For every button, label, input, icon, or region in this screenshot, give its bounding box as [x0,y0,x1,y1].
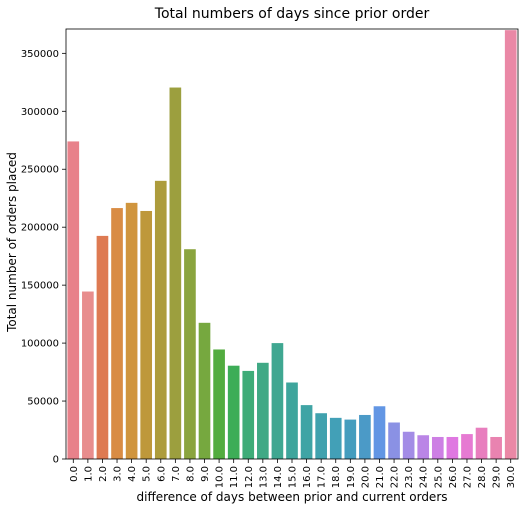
bar-2.0 [96,235,109,459]
bar-7.0 [169,87,182,459]
bar-14.0 [271,343,284,459]
bar-9.0 [198,322,211,459]
y-tick-label: 200000 [21,223,59,234]
x-tick-label: 1.0 [83,466,94,482]
x-tick-label: 15.0 [288,466,299,488]
bar-12.0 [242,370,255,459]
x-tick-label: 24.0 [419,466,430,488]
x-tick-label: 18.0 [331,466,342,488]
bar-15.0 [286,382,298,459]
x-tick-label: 19.0 [346,466,357,488]
x-tick-label: 28.0 [477,466,488,488]
bar-22.0 [388,422,400,459]
y-tick-label: 50000 [27,397,59,408]
y-tick-label: 150000 [21,281,59,292]
bar-25.0 [431,436,444,459]
x-axis-ticks: 0.0 1.0 2.0 3.0 4.0 5.0 6.0 7.0 8.0 9.0 10.0 11.0 12… [69,459,517,488]
bar-20.0 [359,414,371,459]
bar-3.0 [111,208,123,459]
y-tick-label: 300000 [21,107,59,118]
bar-26.0 [446,436,459,459]
x-tick-label: 4.0 [127,466,138,482]
bar-30.0 [504,30,517,459]
bar-5.0 [140,210,153,459]
x-tick-label: 0.0 [69,466,80,482]
x-tick-label: 27.0 [462,466,473,488]
y-axis-label: Total number of orders placed [5,152,19,333]
bar-23.0 [402,431,415,459]
bar-4.0 [125,202,138,459]
y-tick-label: 0 [53,455,59,466]
bar-1.0 [82,291,94,459]
y-tick-label: 350000 [21,49,59,60]
bar-11.0 [227,365,240,459]
x-tick-label: 3.0 [113,466,124,482]
x-tick-label: 23.0 [404,466,415,488]
x-tick-label: 30.0 [506,466,517,488]
x-tick-label: 9.0 [200,466,211,482]
x-tick-label: 13.0 [258,466,269,488]
x-tick-label: 8.0 [185,466,196,482]
bar-27.0 [461,434,473,459]
y-tick-label: 100000 [21,339,59,350]
bar-29.0 [490,436,502,459]
bars-group [67,30,517,459]
bar-13.0 [257,362,269,459]
plot-frame [65,28,519,460]
x-tick-label: 5.0 [142,466,153,482]
bar-28.0 [475,427,488,459]
bar-16.0 [300,405,313,459]
x-tick-label: 14.0 [273,466,284,488]
x-tick-label: 2.0 [98,466,109,482]
x-tick-label: 7.0 [171,466,182,482]
x-tick-label: 16.0 [302,466,313,488]
y-tick-label: 250000 [21,165,59,176]
x-tick-label: 11.0 [229,466,240,488]
x-tick-label: 17.0 [317,466,328,488]
x-tick-label: 29.0 [492,466,503,488]
x-axis-label: difference of days between prior and cur… [137,490,448,504]
bar-8.0 [184,249,196,459]
bar-0.0 [67,141,80,459]
bar-18.0 [329,417,342,459]
x-tick-label: 10.0 [215,466,226,488]
bar-21.0 [373,406,386,459]
chart-title: Total numbers of days since prior order [154,6,430,22]
x-tick-label: 20.0 [360,466,371,488]
x-tick-label: 21.0 [375,466,386,488]
bar-10.0 [213,349,225,459]
x-tick-label: 25.0 [433,466,444,488]
bar-17.0 [315,413,327,459]
x-tick-label: 12.0 [244,466,255,488]
x-tick-label: 26.0 [448,466,459,488]
bar-24.0 [417,435,430,459]
x-tick-label: 6.0 [156,466,167,482]
bar-6.0 [154,180,167,459]
bar-19.0 [344,419,357,459]
y-axis-ticks: 0 50000 100000 150000 200000 250000 300000 3500… [21,49,66,466]
x-tick-label: 22.0 [390,466,401,488]
